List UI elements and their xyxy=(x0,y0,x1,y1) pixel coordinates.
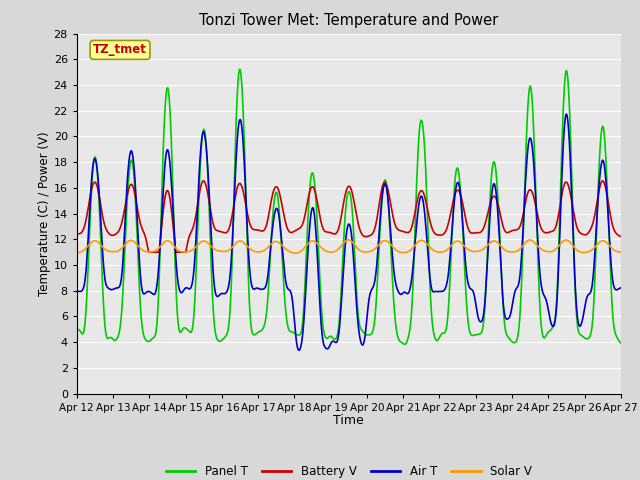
Panel T xyxy=(617,340,625,346)
Panel T xyxy=(236,66,243,72)
Air T xyxy=(73,288,81,294)
Battery V xyxy=(599,178,607,184)
Air T xyxy=(223,289,230,295)
Solar V xyxy=(617,249,625,255)
Air T xyxy=(83,260,90,266)
Air T xyxy=(431,288,439,294)
Air T xyxy=(296,348,303,353)
Solar V xyxy=(344,237,352,243)
Panel T xyxy=(433,337,440,343)
Battery V xyxy=(416,190,424,195)
Solar V xyxy=(417,238,424,243)
Solar V xyxy=(194,242,202,248)
Line: Solar V: Solar V xyxy=(77,240,621,253)
Battery V xyxy=(617,233,625,239)
Battery V xyxy=(223,229,231,235)
Solar V xyxy=(433,249,440,254)
Panel T xyxy=(417,120,424,126)
Air T xyxy=(617,285,625,291)
Y-axis label: Temperature (C) / Power (V): Temperature (C) / Power (V) xyxy=(38,132,51,296)
Battery V xyxy=(431,231,439,237)
Line: Battery V: Battery V xyxy=(77,181,621,252)
Title: Tonzi Tower Met: Temperature and Power: Tonzi Tower Met: Temperature and Power xyxy=(199,13,499,28)
Panel T xyxy=(401,342,408,348)
Panel T xyxy=(194,221,202,227)
Battery V xyxy=(83,214,90,220)
Panel T xyxy=(139,327,147,333)
Panel T xyxy=(73,326,81,332)
Air T xyxy=(139,289,147,295)
X-axis label: Time: Time xyxy=(333,414,364,427)
Solar V xyxy=(223,248,230,254)
Solar V xyxy=(139,247,147,253)
Line: Air T: Air T xyxy=(77,114,621,350)
Solar V xyxy=(83,244,90,250)
Panel T xyxy=(83,297,90,302)
Panel T xyxy=(223,332,230,337)
Solar V xyxy=(292,250,300,256)
Battery V xyxy=(195,195,202,201)
Legend: Panel T, Battery V, Air T, Solar V: Panel T, Battery V, Air T, Solar V xyxy=(161,461,537,480)
Air T xyxy=(416,198,424,204)
Solar V xyxy=(73,250,81,256)
Battery V xyxy=(139,227,147,233)
Text: TZ_tmet: TZ_tmet xyxy=(93,43,147,56)
Air T xyxy=(194,197,202,203)
Battery V xyxy=(145,249,152,255)
Air T xyxy=(563,111,570,117)
Battery V xyxy=(73,231,81,237)
Line: Panel T: Panel T xyxy=(77,69,621,345)
